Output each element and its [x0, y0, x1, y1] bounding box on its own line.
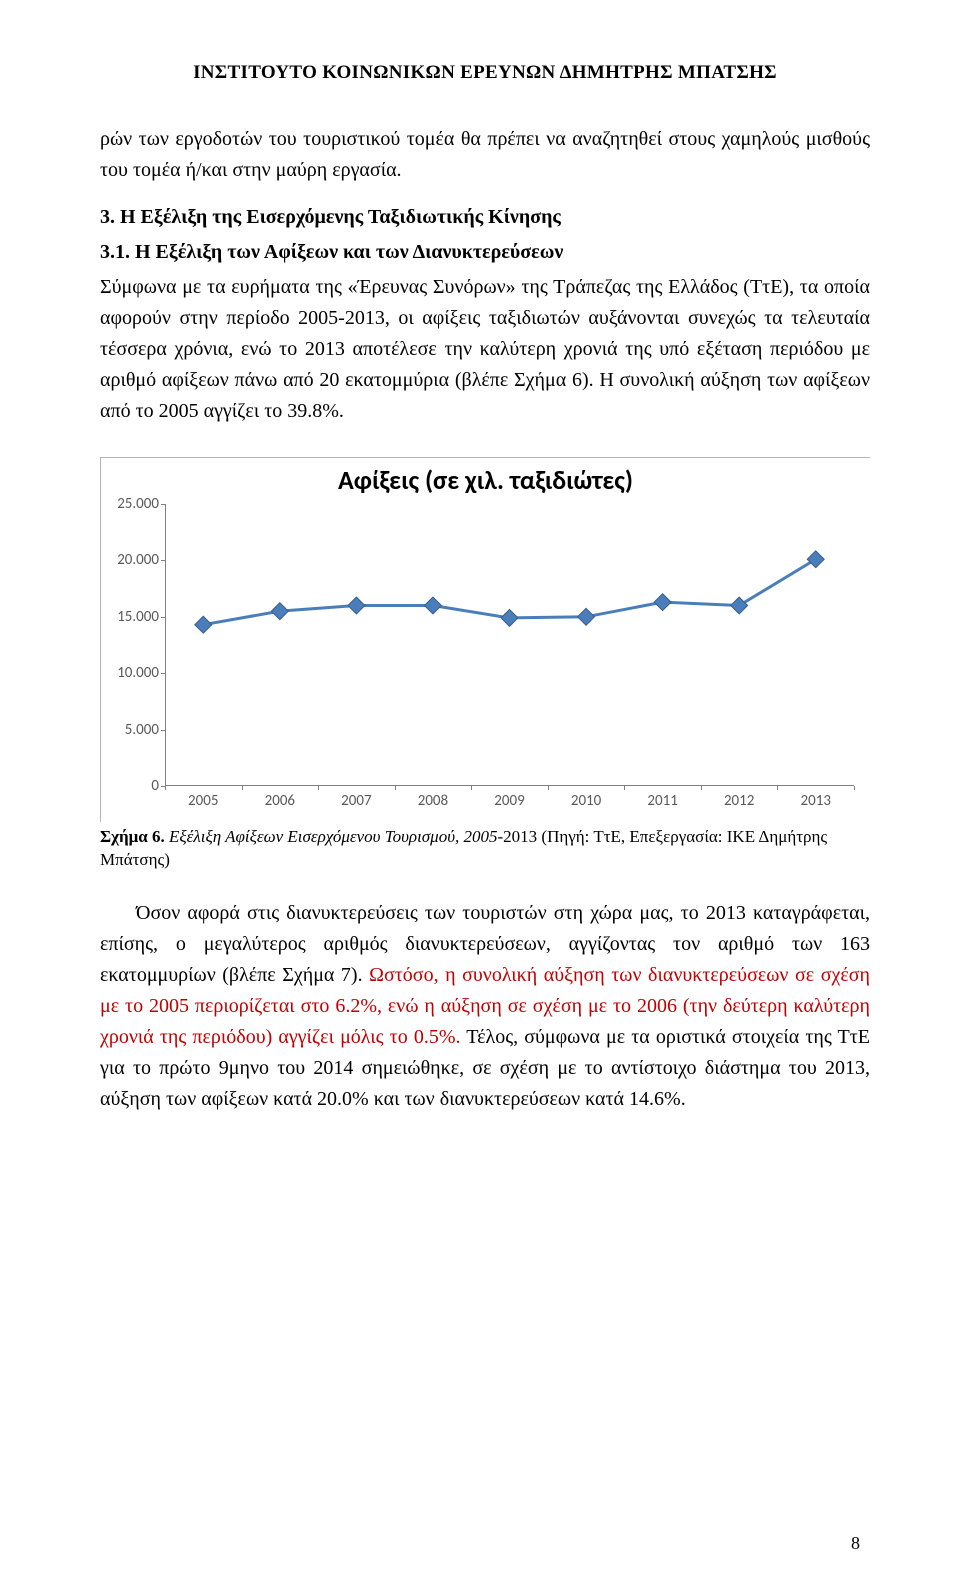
- chart-marker: [348, 597, 365, 614]
- y-tick-mark: [161, 617, 165, 618]
- y-tick-label: 15.000: [109, 608, 159, 626]
- x-tick-mark: [624, 786, 625, 790]
- page-header-title: ΙΝΣΤΙΤΟΥΤΟ ΚΟΙΝΩΝΙΚΩΝ ΕΡΕΥΝΩΝ ΔΗΜΗΤΡΗΣ Μ…: [100, 62, 870, 84]
- x-tick-label: 2007: [341, 792, 371, 810]
- y-tick-mark: [161, 504, 165, 505]
- x-tick-mark: [548, 786, 549, 790]
- y-tick-label: 25.000: [109, 495, 159, 513]
- figure-6-caption: Σχήμα 6. Εξέλιξη Αφίξεων Εισερχόμενου Το…: [100, 826, 870, 872]
- leadin-paragraph: ρών των εργοδοτών του τουριστικού τομέα …: [100, 124, 870, 186]
- x-tick-label: 2011: [647, 792, 677, 810]
- x-tick-mark: [395, 786, 396, 790]
- x-tick-mark: [777, 786, 778, 790]
- chart-marker: [195, 616, 212, 633]
- chart-plot-area: 05.00010.00015.00020.00025.0002005200620…: [165, 504, 854, 786]
- y-tick-mark: [161, 730, 165, 731]
- x-tick-mark: [318, 786, 319, 790]
- x-tick-mark: [242, 786, 243, 790]
- body-text-block: ρών των εργοδοτών του τουριστικού τομέα …: [100, 124, 870, 427]
- x-tick-label: 2005: [188, 792, 218, 810]
- x-tick-label: 2006: [265, 792, 295, 810]
- y-tick-label: 0: [109, 777, 159, 795]
- body-text-block-2: Όσον αφορά στις διανυκτερεύσεις των τουρ…: [100, 898, 870, 1115]
- chart-svg: [165, 504, 854, 786]
- chart-marker: [578, 608, 595, 625]
- caption-italic: Εξέλιξη Αφίξεων Εισερχόμενου Τουρισμού, …: [165, 827, 498, 846]
- x-tick-mark: [854, 786, 855, 790]
- x-tick-mark: [471, 786, 472, 790]
- section-3-heading: 3. Η Εξέλιξη της Εισερχόμενης Ταξιδιωτικ…: [100, 202, 870, 233]
- chart-title: Αφίξεις (σε χιλ. ταξιδιώτες): [101, 458, 870, 496]
- y-tick-label: 20.000: [109, 551, 159, 569]
- section-3-1-heading: 3.1. Η Εξέλιξη των Αφίξεων και των Διανυ…: [100, 237, 870, 268]
- caption-label: Σχήμα 6.: [100, 827, 165, 846]
- body-paragraph-1: Σύμφωνα με τα ευρήματα της «Έρευνας Συνό…: [100, 272, 870, 427]
- x-tick-mark: [165, 786, 166, 790]
- y-tick-label: 5.000: [109, 721, 159, 739]
- page-number: 8: [851, 1533, 860, 1554]
- chart-marker: [731, 597, 748, 614]
- y-tick-mark: [161, 673, 165, 674]
- x-tick-label: 2009: [494, 792, 524, 810]
- chart-marker: [654, 594, 671, 611]
- body-paragraph-2: Όσον αφορά στις διανυκτερεύσεις των τουρ…: [100, 898, 870, 1115]
- chart-marker: [424, 597, 441, 614]
- chart-marker: [271, 603, 288, 620]
- x-tick-label: 2012: [724, 792, 754, 810]
- y-tick-mark: [161, 560, 165, 561]
- chart-marker: [807, 551, 824, 568]
- x-tick-mark: [701, 786, 702, 790]
- x-tick-label: 2010: [571, 792, 601, 810]
- x-tick-label: 2013: [801, 792, 831, 810]
- y-tick-label: 10.000: [109, 664, 159, 682]
- arrivals-chart: Αφίξεις (σε χιλ. ταξιδιώτες) 05.00010.00…: [100, 457, 870, 822]
- x-tick-label: 2008: [418, 792, 448, 810]
- page: ΙΝΣΤΙΤΟΥΤΟ ΚΟΙΝΩΝΙΚΩΝ ΕΡΕΥΝΩΝ ΔΗΜΗΤΡΗΣ Μ…: [0, 0, 960, 1594]
- chart-marker: [501, 609, 518, 626]
